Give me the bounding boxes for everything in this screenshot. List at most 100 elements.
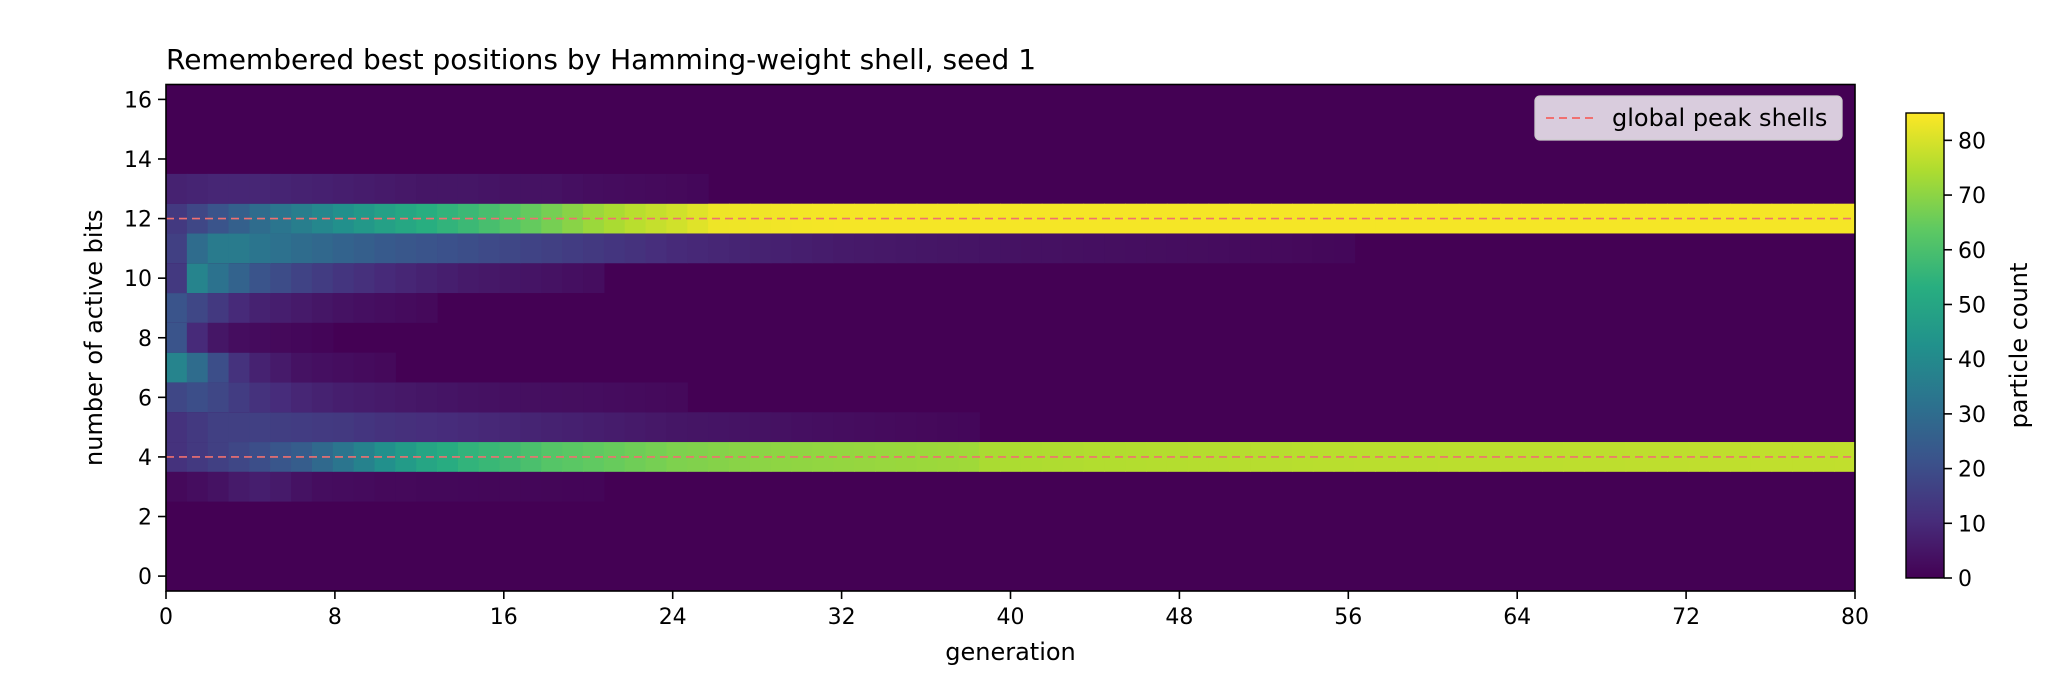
heatmap-cell [332,471,355,502]
colorbar-tick-label: 40 [1958,348,1986,373]
heatmap-cell [457,382,480,413]
heatmap-cell [353,173,376,204]
heatmap-cell [1542,442,1564,472]
heatmap-cell [666,382,688,413]
heatmap-cell [1041,233,1064,264]
heatmap-cell [541,203,563,234]
heatmap-cell [228,233,251,264]
heatmap-cell [374,263,396,294]
heatmap-cell [562,412,584,443]
heatmap-cell [291,352,313,383]
heatmap-cell [979,233,1001,264]
heatmap-cell [311,173,334,204]
heatmap-cell [478,203,501,234]
heatmap-cell [791,233,814,264]
heatmap-cell [895,412,918,443]
heatmap-cell [416,412,438,443]
heatmap-cell [228,471,251,502]
heatmap-cell [249,293,271,323]
heatmap-cell [687,442,709,472]
heatmap-cell [457,233,480,264]
heatmap-cell [186,412,209,443]
heatmap-cell [207,173,230,204]
heatmap-cell [1437,442,1460,472]
colorbar-tick-label: 60 [1958,239,1986,264]
heatmap-cell [166,293,188,323]
heatmap-cell [791,412,814,443]
heatmap-cell [478,173,501,204]
heatmap-cell [1166,233,1189,264]
heatmap-cell [812,412,834,443]
heatmap-cell [1375,203,1397,234]
heatmap-cell [895,442,918,472]
heatmap-cell [207,322,230,353]
heatmap-cell [1583,203,1606,234]
heatmap-cell [166,233,188,264]
x-tick-label: 80 [1841,605,1869,630]
heatmap-cell [374,442,396,472]
y-tick-label: 8 [138,327,152,352]
y-tick-label: 6 [138,386,152,411]
heatmap-cell [416,173,438,204]
heatmap-cell [624,173,647,204]
heatmap-cell [1000,203,1022,234]
heatmap-cell [583,173,605,204]
heatmap-cell [1166,203,1189,234]
heatmap-cell [270,263,292,294]
x-tick-label: 72 [1672,605,1700,630]
heatmap-cell [186,233,209,264]
heatmap-cell [499,233,522,264]
heatmap-cell [1750,442,1773,472]
heatmap-cell [332,233,355,264]
heatmap-cell [270,382,292,413]
colorbar-tick-label: 20 [1958,458,1986,483]
heatmap-cell [541,173,563,204]
heatmap-cell [1229,203,1251,234]
heatmap-cell [583,471,605,502]
heatmap-cell [854,442,876,472]
heatmap-cell [249,412,271,443]
heatmap-cell [1792,442,1814,472]
heatmap-cell [499,382,522,413]
heatmap-cell [186,382,209,413]
heatmap-cell [374,382,396,413]
heatmap-cell [499,173,522,204]
heatmap-cell [353,352,376,383]
heatmap-cell [249,322,271,353]
heatmap-cell [291,233,313,264]
heatmap-cell [186,322,209,353]
heatmap-cells [166,84,1856,591]
x-tick-label: 0 [159,605,173,630]
heatmap-cell [1229,442,1251,472]
heatmap-cell [353,233,376,264]
colorbar-ticks: 0 10 20 30 40 50 60 70 80 [1944,129,1986,592]
heatmap-cell [166,412,188,443]
heatmap-cell [1646,203,1668,234]
heatmap-cell [1062,203,1085,234]
heatmap-cell [1062,233,1085,264]
heatmap-cell [249,352,271,383]
heatmap-cell [1542,203,1564,234]
chart-title: Remembered best positions by Hamming-wei… [166,43,1036,76]
x-axis-label: generation [945,638,1076,666]
heatmap-cell [541,442,563,472]
x-tick-label: 8 [328,605,342,630]
heatmap-cell [374,173,396,204]
heatmap-background [166,84,1855,591]
heatmap-cell [645,412,668,443]
heatmap-cell [603,173,626,204]
heatmap-cell [311,412,334,443]
heatmap-cell [520,382,542,413]
heatmap-cell [395,382,417,413]
heatmap-cell [624,233,647,264]
heatmap-cell [1062,442,1085,472]
heatmap-cell [583,382,605,413]
heatmap-cell [457,412,480,443]
heatmap-cell [624,382,647,413]
heatmap-cell [770,233,793,264]
heatmap-cell [207,293,230,323]
heatmap-cell [624,412,647,443]
heatmap-cell [353,412,376,443]
heatmap-cell [562,382,584,413]
